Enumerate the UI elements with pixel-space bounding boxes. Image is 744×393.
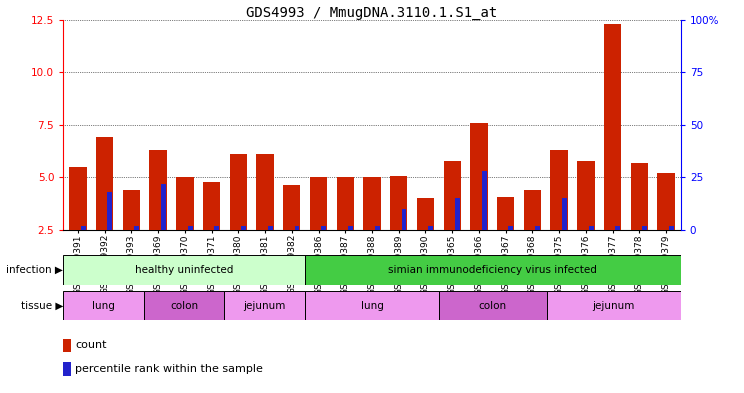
Bar bbox=[241, 226, 246, 230]
Bar bbox=[481, 171, 487, 230]
Bar bbox=[80, 226, 86, 230]
Bar bbox=[203, 182, 220, 230]
Text: colon: colon bbox=[478, 301, 507, 310]
Bar bbox=[375, 226, 379, 230]
Bar bbox=[535, 226, 540, 230]
Bar bbox=[589, 226, 594, 230]
Text: jejunum: jejunum bbox=[243, 301, 286, 310]
Text: healthy uninfected: healthy uninfected bbox=[135, 265, 234, 275]
Bar bbox=[310, 177, 327, 230]
Bar bbox=[305, 291, 439, 320]
Bar bbox=[658, 173, 675, 230]
Bar bbox=[348, 226, 353, 230]
Bar bbox=[631, 163, 648, 230]
Bar bbox=[144, 291, 225, 320]
Bar bbox=[604, 24, 621, 230]
Bar bbox=[214, 226, 219, 230]
Bar bbox=[230, 154, 247, 230]
Bar bbox=[429, 226, 433, 230]
Bar bbox=[562, 198, 567, 230]
Bar bbox=[63, 255, 305, 285]
Bar bbox=[524, 190, 541, 230]
Bar bbox=[96, 138, 113, 230]
Bar bbox=[63, 339, 71, 352]
Bar bbox=[470, 123, 487, 230]
Text: infection ▶: infection ▶ bbox=[7, 265, 63, 275]
Bar bbox=[547, 291, 681, 320]
Bar bbox=[268, 226, 273, 230]
Bar bbox=[363, 177, 381, 230]
Bar bbox=[176, 177, 193, 230]
Bar bbox=[150, 150, 167, 230]
Bar bbox=[669, 226, 674, 230]
Text: lung: lung bbox=[361, 301, 383, 310]
Bar bbox=[283, 185, 301, 230]
Bar bbox=[417, 198, 434, 230]
Bar bbox=[295, 226, 299, 230]
Bar bbox=[402, 209, 406, 230]
Bar bbox=[225, 291, 305, 320]
Bar bbox=[257, 154, 274, 230]
Bar bbox=[439, 291, 547, 320]
Text: count: count bbox=[75, 340, 106, 351]
Bar bbox=[497, 197, 514, 230]
Text: lung: lung bbox=[92, 301, 115, 310]
Text: percentile rank within the sample: percentile rank within the sample bbox=[75, 364, 263, 374]
Bar bbox=[187, 226, 193, 230]
Bar bbox=[336, 177, 354, 230]
Text: GDS4993 / MmugDNA.3110.1.S1_at: GDS4993 / MmugDNA.3110.1.S1_at bbox=[246, 6, 498, 20]
Bar bbox=[134, 226, 139, 230]
Bar bbox=[455, 198, 460, 230]
Bar bbox=[63, 362, 71, 376]
Bar bbox=[321, 226, 326, 230]
Text: colon: colon bbox=[170, 301, 198, 310]
Bar bbox=[443, 160, 461, 230]
Bar bbox=[577, 160, 594, 230]
Bar bbox=[63, 291, 144, 320]
Bar bbox=[390, 176, 408, 230]
Text: tissue ▶: tissue ▶ bbox=[21, 301, 63, 310]
Bar bbox=[551, 150, 568, 230]
Bar bbox=[69, 167, 86, 230]
Bar bbox=[642, 226, 647, 230]
Text: simian immunodeficiency virus infected: simian immunodeficiency virus infected bbox=[388, 265, 597, 275]
Bar bbox=[107, 192, 112, 230]
Bar bbox=[508, 226, 513, 230]
Bar bbox=[161, 184, 166, 230]
Text: jejunum: jejunum bbox=[592, 301, 635, 310]
Bar bbox=[615, 226, 620, 230]
Bar bbox=[123, 190, 140, 230]
Bar bbox=[305, 255, 681, 285]
